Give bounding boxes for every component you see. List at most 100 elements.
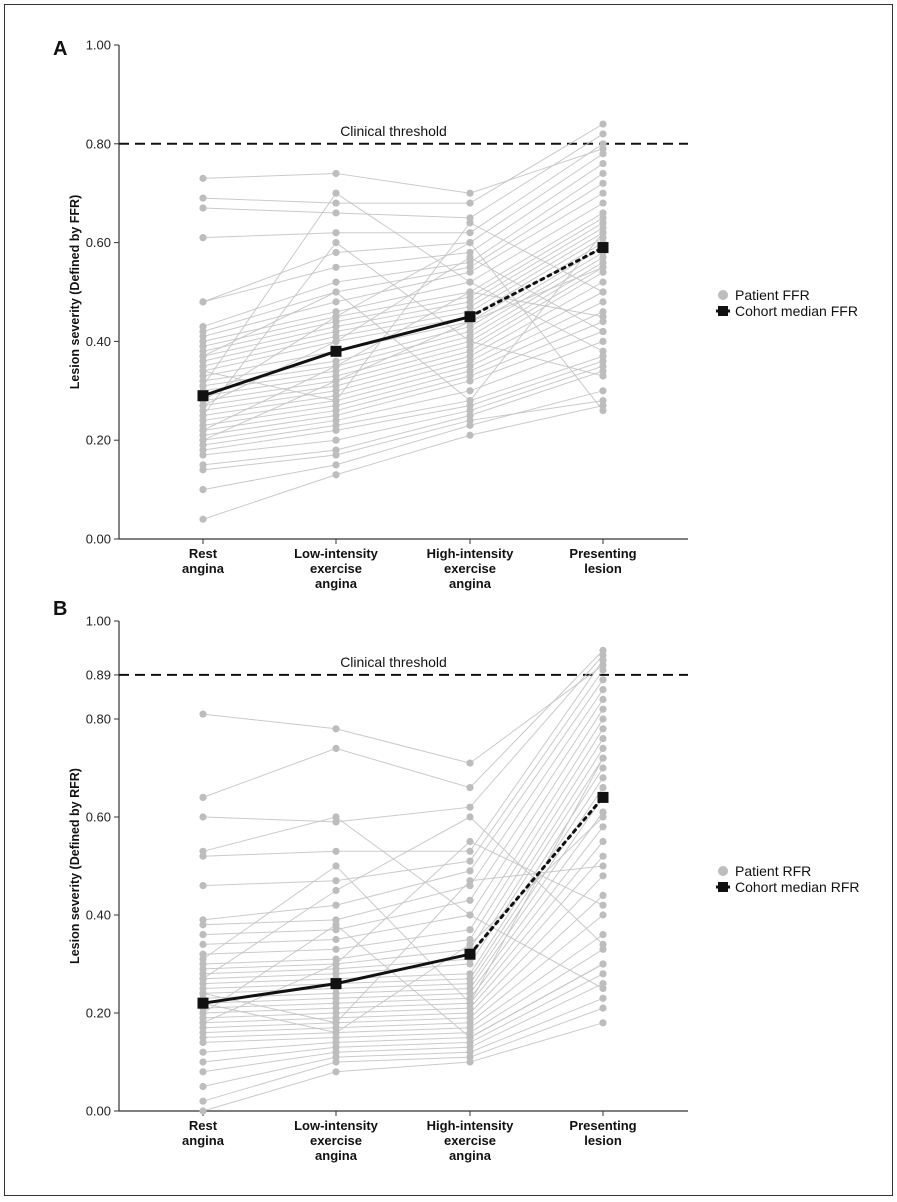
patient-point: [599, 347, 607, 355]
patient-point: [199, 466, 207, 474]
patient-point: [466, 402, 474, 410]
x-tick-label: Low-intensity: [294, 1118, 379, 1133]
patient-point: [599, 735, 607, 743]
patient-point: [199, 441, 207, 449]
patient-point: [466, 303, 474, 311]
patient-point: [199, 234, 207, 242]
patient-line: [202, 241, 604, 416]
median-point: [330, 978, 342, 990]
patient-line: [202, 708, 604, 945]
patient-point: [332, 847, 340, 855]
patient-point: [332, 387, 340, 395]
patient-point: [599, 169, 607, 178]
patient-point: [332, 471, 340, 479]
patient-point: [599, 199, 607, 207]
patient-point: [599, 179, 607, 187]
patient-series: [199, 120, 607, 523]
patient-point: [466, 867, 474, 875]
patient-point: [466, 940, 474, 949]
patient-point: [332, 313, 340, 321]
patient-point: [199, 1058, 207, 1066]
patient-point: [466, 263, 474, 271]
patient-line: [202, 340, 604, 441]
patient-point: [199, 847, 207, 855]
threshold-label: Clinical threshold: [340, 654, 447, 670]
patient-point: [599, 402, 607, 410]
figure-frame: A 0.00 0.20 0.40 0.60 0.80 1.00 Lesion severity…: [4, 4, 893, 1196]
patient-point: [332, 1068, 340, 1076]
patient-point: [199, 446, 207, 454]
patient-point: [332, 402, 340, 410]
patient-point: [199, 1068, 207, 1076]
patient-point: [199, 194, 207, 202]
patient-point: [599, 189, 607, 197]
patient-point: [332, 362, 340, 370]
patient-point: [466, 268, 474, 276]
patient-point: [466, 229, 474, 237]
legend-median-label: Cohort median RFR: [735, 879, 860, 895]
y-tick-label: 0.80: [86, 712, 111, 727]
x-tick-label: angina: [182, 561, 225, 576]
x-tick-label: Low-intensity: [294, 546, 379, 561]
patient-point: [599, 214, 607, 222]
x-tick-label: Rest: [189, 1118, 218, 1133]
median-segment: [202, 982, 337, 1005]
patient-line: [202, 192, 604, 337]
patient-point: [332, 446, 340, 454]
median-point: [597, 242, 609, 254]
patient-line: [202, 934, 604, 1038]
patient-point: [199, 486, 207, 494]
y-tick-label: 0.80: [86, 136, 111, 151]
patient-point: [199, 451, 207, 459]
patient-point: [599, 352, 607, 360]
patient-line: [202, 133, 604, 219]
patient-line: [202, 222, 604, 357]
patient-point: [466, 896, 474, 904]
patient-point: [599, 970, 607, 978]
median-segment: [335, 315, 471, 353]
patient-point: [332, 813, 340, 821]
patient-point: [332, 1019, 340, 1027]
patient-line: [202, 1022, 604, 1112]
legend-patient-label: Patient RFR: [735, 863, 811, 879]
patient-point: [466, 288, 474, 296]
patient-line: [202, 664, 604, 764]
patient-line: [202, 173, 604, 328]
patient-point: [466, 248, 474, 257]
patient-point: [332, 382, 340, 390]
patient-point: [199, 1048, 207, 1056]
patient-point: [332, 426, 340, 434]
patient-point: [332, 406, 340, 415]
patient-point: [599, 931, 607, 939]
patient-line: [202, 816, 604, 980]
patient-point: [332, 877, 340, 885]
patient-point: [599, 676, 607, 684]
patient-point: [599, 318, 607, 326]
patient-line: [202, 855, 604, 1019]
patient-point: [199, 1019, 207, 1027]
patient-point: [199, 322, 207, 331]
patient-point: [466, 332, 474, 341]
patient-line: [202, 924, 604, 1039]
patient-line: [202, 365, 604, 456]
patient-line: [202, 271, 604, 407]
patient-line: [202, 963, 604, 1053]
legend-median-marker: [718, 306, 728, 316]
patient-line: [202, 973, 604, 1063]
legend-median-marker: [718, 882, 728, 892]
patient-line: [202, 983, 604, 1073]
patient-point: [199, 174, 207, 182]
patient-line: [202, 153, 604, 303]
patient-point: [599, 837, 607, 846]
patient-point: [332, 357, 340, 365]
x-tick-label: angina: [449, 576, 492, 591]
patient-point: [599, 661, 607, 669]
patient-point: [466, 214, 474, 222]
patient-line: [202, 914, 604, 1034]
patient-point: [466, 367, 474, 375]
patient-line: [202, 650, 604, 798]
patient-point: [332, 921, 340, 929]
patient-point: [466, 1033, 474, 1042]
patient-point: [466, 784, 474, 792]
